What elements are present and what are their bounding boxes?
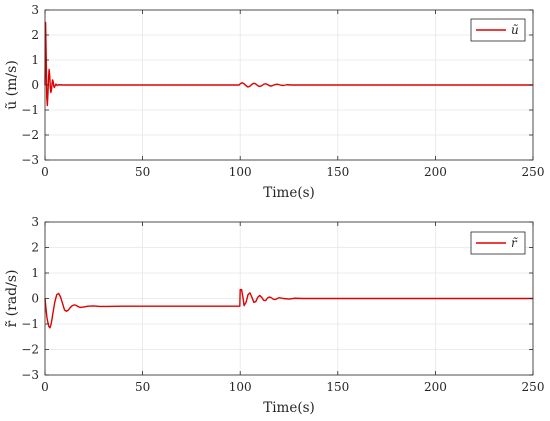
- x-tick-label: 100: [229, 380, 252, 394]
- chart-panel-yaw-rate: 0 50 100 150 200 250 3 2 1 0 −1 −2 −3 Time(s) r̃ (rad/…: [4, 215, 544, 416]
- x-tick-label: 200: [424, 380, 447, 394]
- x-tick-label: 250: [522, 380, 545, 394]
- y-tick-label: −3: [21, 153, 39, 167]
- y-tick-label: −1: [21, 103, 39, 117]
- x-axis-label: Time(s): [263, 400, 315, 416]
- legend-label: r̃: [511, 236, 518, 250]
- y-tick-label: 0: [31, 78, 39, 92]
- y-tick-label: 2: [31, 241, 39, 255]
- legend-label: ũ: [511, 23, 519, 37]
- x-tick-label: 200: [424, 165, 447, 179]
- y-tick-label: 3: [31, 215, 39, 229]
- y-tick-label: −2: [21, 128, 39, 142]
- x-tick-label: 50: [135, 165, 150, 179]
- x-tick-label: 250: [522, 165, 545, 179]
- chart-panel-velocity: 0 50 100 150 200 250 3 2 1 0 −1 −2 −3 Time(s) ũ (m/s) ũ: [4, 3, 544, 201]
- y-tick-label: 2: [31, 28, 39, 42]
- x-tick-label: 150: [326, 165, 349, 179]
- y-tick-label: 1: [31, 266, 39, 280]
- y-axis-label: r̃ (rad/s): [4, 270, 20, 328]
- series-line: [44, 288, 533, 329]
- y-tick-label: −1: [21, 317, 39, 331]
- y-tick-label: −3: [21, 368, 39, 382]
- x-tick-label: 50: [135, 380, 150, 394]
- x-axis-label: Time(s): [263, 185, 315, 201]
- x-tick-label: 150: [326, 380, 349, 394]
- y-tick-label: −2: [21, 343, 39, 357]
- x-tick-label: 100: [229, 165, 252, 179]
- y-tick-label: 3: [31, 3, 39, 17]
- y-tick-label: 1: [31, 53, 39, 67]
- x-tick-label: 0: [41, 380, 49, 394]
- y-tick-label: 0: [31, 292, 39, 306]
- x-tick-label: 0: [41, 165, 49, 179]
- series-line: [44, 21, 533, 107]
- y-axis-label: ũ (m/s): [4, 60, 20, 110]
